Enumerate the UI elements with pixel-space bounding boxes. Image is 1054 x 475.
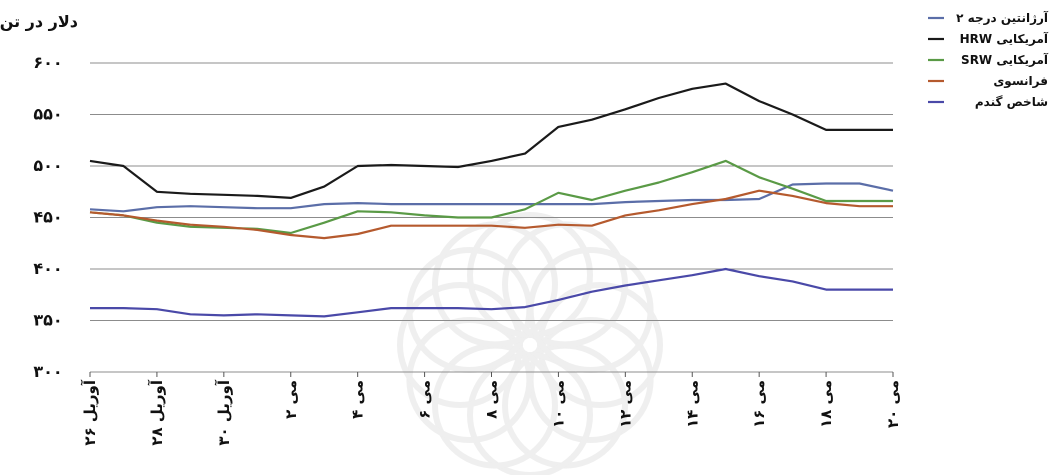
x-tick-label: ۳۰ آوریل bbox=[215, 379, 233, 446]
series-line-5 bbox=[90, 267, 893, 318]
x-tick-label: ۱۰ می bbox=[549, 380, 567, 428]
x-tick-label: ۸ می bbox=[483, 380, 501, 419]
y-tick-label: ۳۵۰ bbox=[33, 311, 62, 330]
x-tick-label: ۴ می bbox=[349, 380, 367, 419]
y-tick-label: ۶۰۰ bbox=[33, 53, 62, 72]
x-tick-label: ۲۶ آوریل bbox=[81, 379, 99, 446]
x-tick-label: ۱۲ می bbox=[616, 380, 634, 428]
x-axis: ۲۶ آوریل ۲۸ آوریل ۳۰ آوریل ۲ می ۴ می ۶ می ۸ می… bbox=[81, 371, 902, 446]
legend-label: آرژانتین درجه ۲ bbox=[956, 10, 1049, 25]
legend-label: شاخص گندم bbox=[975, 95, 1048, 110]
legend-label: HRW آمریکایی bbox=[960, 31, 1049, 46]
legend-label: SRW آمریکایی bbox=[961, 52, 1049, 67]
series-line-2 bbox=[89, 82, 893, 199]
x-tick-label: ۱۶ می bbox=[750, 380, 768, 428]
y-tick-label: ۴۰۰ bbox=[33, 259, 62, 278]
x-tick-label: ۲ می bbox=[282, 380, 300, 419]
series-line-4 bbox=[89, 189, 893, 240]
watermark-logo bbox=[397, 212, 663, 475]
y-tick-label: ۵۰۰ bbox=[33, 156, 62, 175]
x-tick-label: ۱۴ می bbox=[683, 380, 701, 428]
series-line-1 bbox=[89, 182, 894, 213]
x-tick-label: ۶ می bbox=[416, 380, 434, 419]
series-lines bbox=[89, 82, 894, 318]
y-tick-label: ۳۰۰ bbox=[33, 362, 62, 381]
x-tick-label: ۲۰ می bbox=[884, 380, 902, 428]
y-axis: ۶۰۰ ۵۵۰ ۵۰۰ ۴۵۰ ۴۰۰ ۳۵۰ ۳۰۰ bbox=[33, 53, 62, 381]
legend: آرژانتین درجه ۲ HRW آمریکایی SRW آمریکایی ف… bbox=[928, 10, 1049, 110]
y-axis-label: دلار در تن bbox=[0, 12, 78, 31]
legend-label: فرانسوی bbox=[993, 74, 1048, 89]
y-tick-label: ۵۵۰ bbox=[33, 105, 62, 124]
y-tick-label: ۴۵۰ bbox=[33, 208, 62, 227]
x-tick-label: ۱۸ می bbox=[817, 380, 835, 428]
x-tick-label: ۲۸ آوریل bbox=[148, 379, 166, 446]
